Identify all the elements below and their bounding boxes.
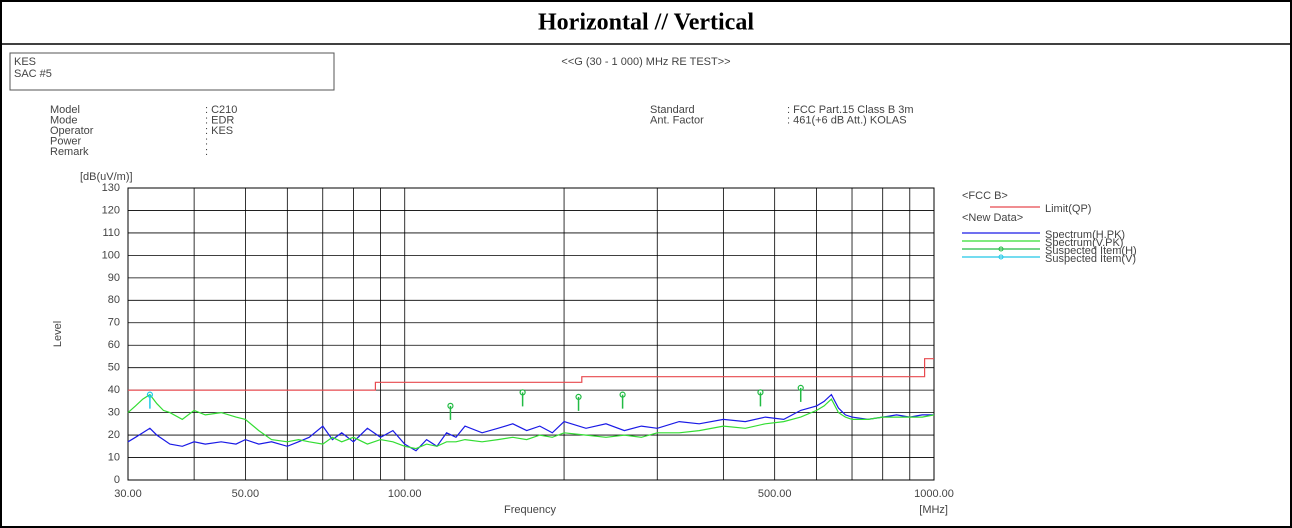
header-title: Horizontal // Vertical (538, 10, 754, 36)
series-line (128, 358, 934, 391)
legend-marker (998, 246, 1004, 252)
field-label: Operator (50, 125, 94, 137)
x-tick-label: 100.00 (388, 488, 422, 500)
site-line: KES (14, 56, 36, 68)
legend-heading: <New Data> (962, 212, 1023, 224)
field-value: : (205, 135, 208, 147)
field-label: Standard (650, 104, 695, 116)
y-tick-label: 10 (108, 451, 120, 463)
suspect-marker (447, 402, 454, 409)
field-value: : (205, 146, 208, 158)
y-tick-label: 130 (102, 182, 120, 194)
field-value: : EDR (205, 114, 234, 126)
legend-heading: <FCC B> (962, 190, 1008, 202)
field-value: : 461(+6 dB Att.) KOLAS (787, 114, 907, 126)
y-tick-label: 90 (108, 272, 120, 284)
x-unit: [MHz] (919, 504, 948, 516)
legend-label: Suspected Item(V) (1045, 253, 1136, 265)
y-tick-label: 50 (108, 362, 120, 374)
x-tick-label: 50.00 (232, 488, 260, 500)
legend-label: Limit(QP) (1045, 203, 1091, 215)
field-label: Power (50, 135, 82, 147)
suspect-marker (575, 393, 582, 400)
suspect-marker (757, 389, 764, 396)
x-tick-label: 30.00 (114, 488, 142, 500)
series-line (127, 393, 935, 450)
field-label: Model (50, 104, 80, 116)
site-line: SAC #5 (14, 68, 52, 80)
suspect-marker (519, 389, 526, 396)
field-value: : FCC Part.15 Class B 3m (787, 104, 914, 116)
y-label: Level (52, 321, 64, 347)
suspect-marker (146, 391, 154, 398)
y-tick-label: 100 (102, 249, 120, 261)
legend-label: Suspected Item(H) (1045, 245, 1137, 257)
field-value: : KES (205, 125, 233, 137)
series-line (127, 393, 934, 452)
y-tick-label: 60 (108, 339, 120, 351)
y-tick-label: 20 (108, 429, 120, 441)
y-tick-label: 40 (108, 384, 120, 396)
test-title: <<G (30 - 1 000) MHz RE TEST>> (561, 56, 730, 68)
y-tick-label: 30 (108, 407, 120, 419)
y-tick-label: 80 (108, 294, 120, 306)
legend-label: Spectrum(V.PK) (1045, 237, 1123, 249)
x-tick-label: 500.00 (758, 488, 792, 500)
suspect-marker (797, 384, 804, 392)
field-label: Remark (50, 146, 89, 158)
suspect-marker (619, 391, 626, 398)
field-label: Mode (50, 114, 78, 126)
field-label: Ant. Factor (650, 114, 704, 126)
legend-marker (998, 254, 1004, 260)
y-tick-label: 110 (102, 227, 120, 239)
x-label: Frequency (504, 504, 556, 516)
plot-area (127, 187, 935, 481)
field-value: : C210 (205, 104, 237, 116)
y-tick-label: 0 (114, 474, 120, 486)
y-tick-label: 120 (102, 204, 120, 216)
x-tick-label: 1000.00 (914, 488, 954, 500)
y-unit: [dB(uV/m)] (80, 171, 133, 183)
site-box (9, 52, 335, 91)
y-tick-label: 70 (108, 317, 120, 329)
legend-label: Spectrum(H.PK) (1045, 229, 1125, 241)
